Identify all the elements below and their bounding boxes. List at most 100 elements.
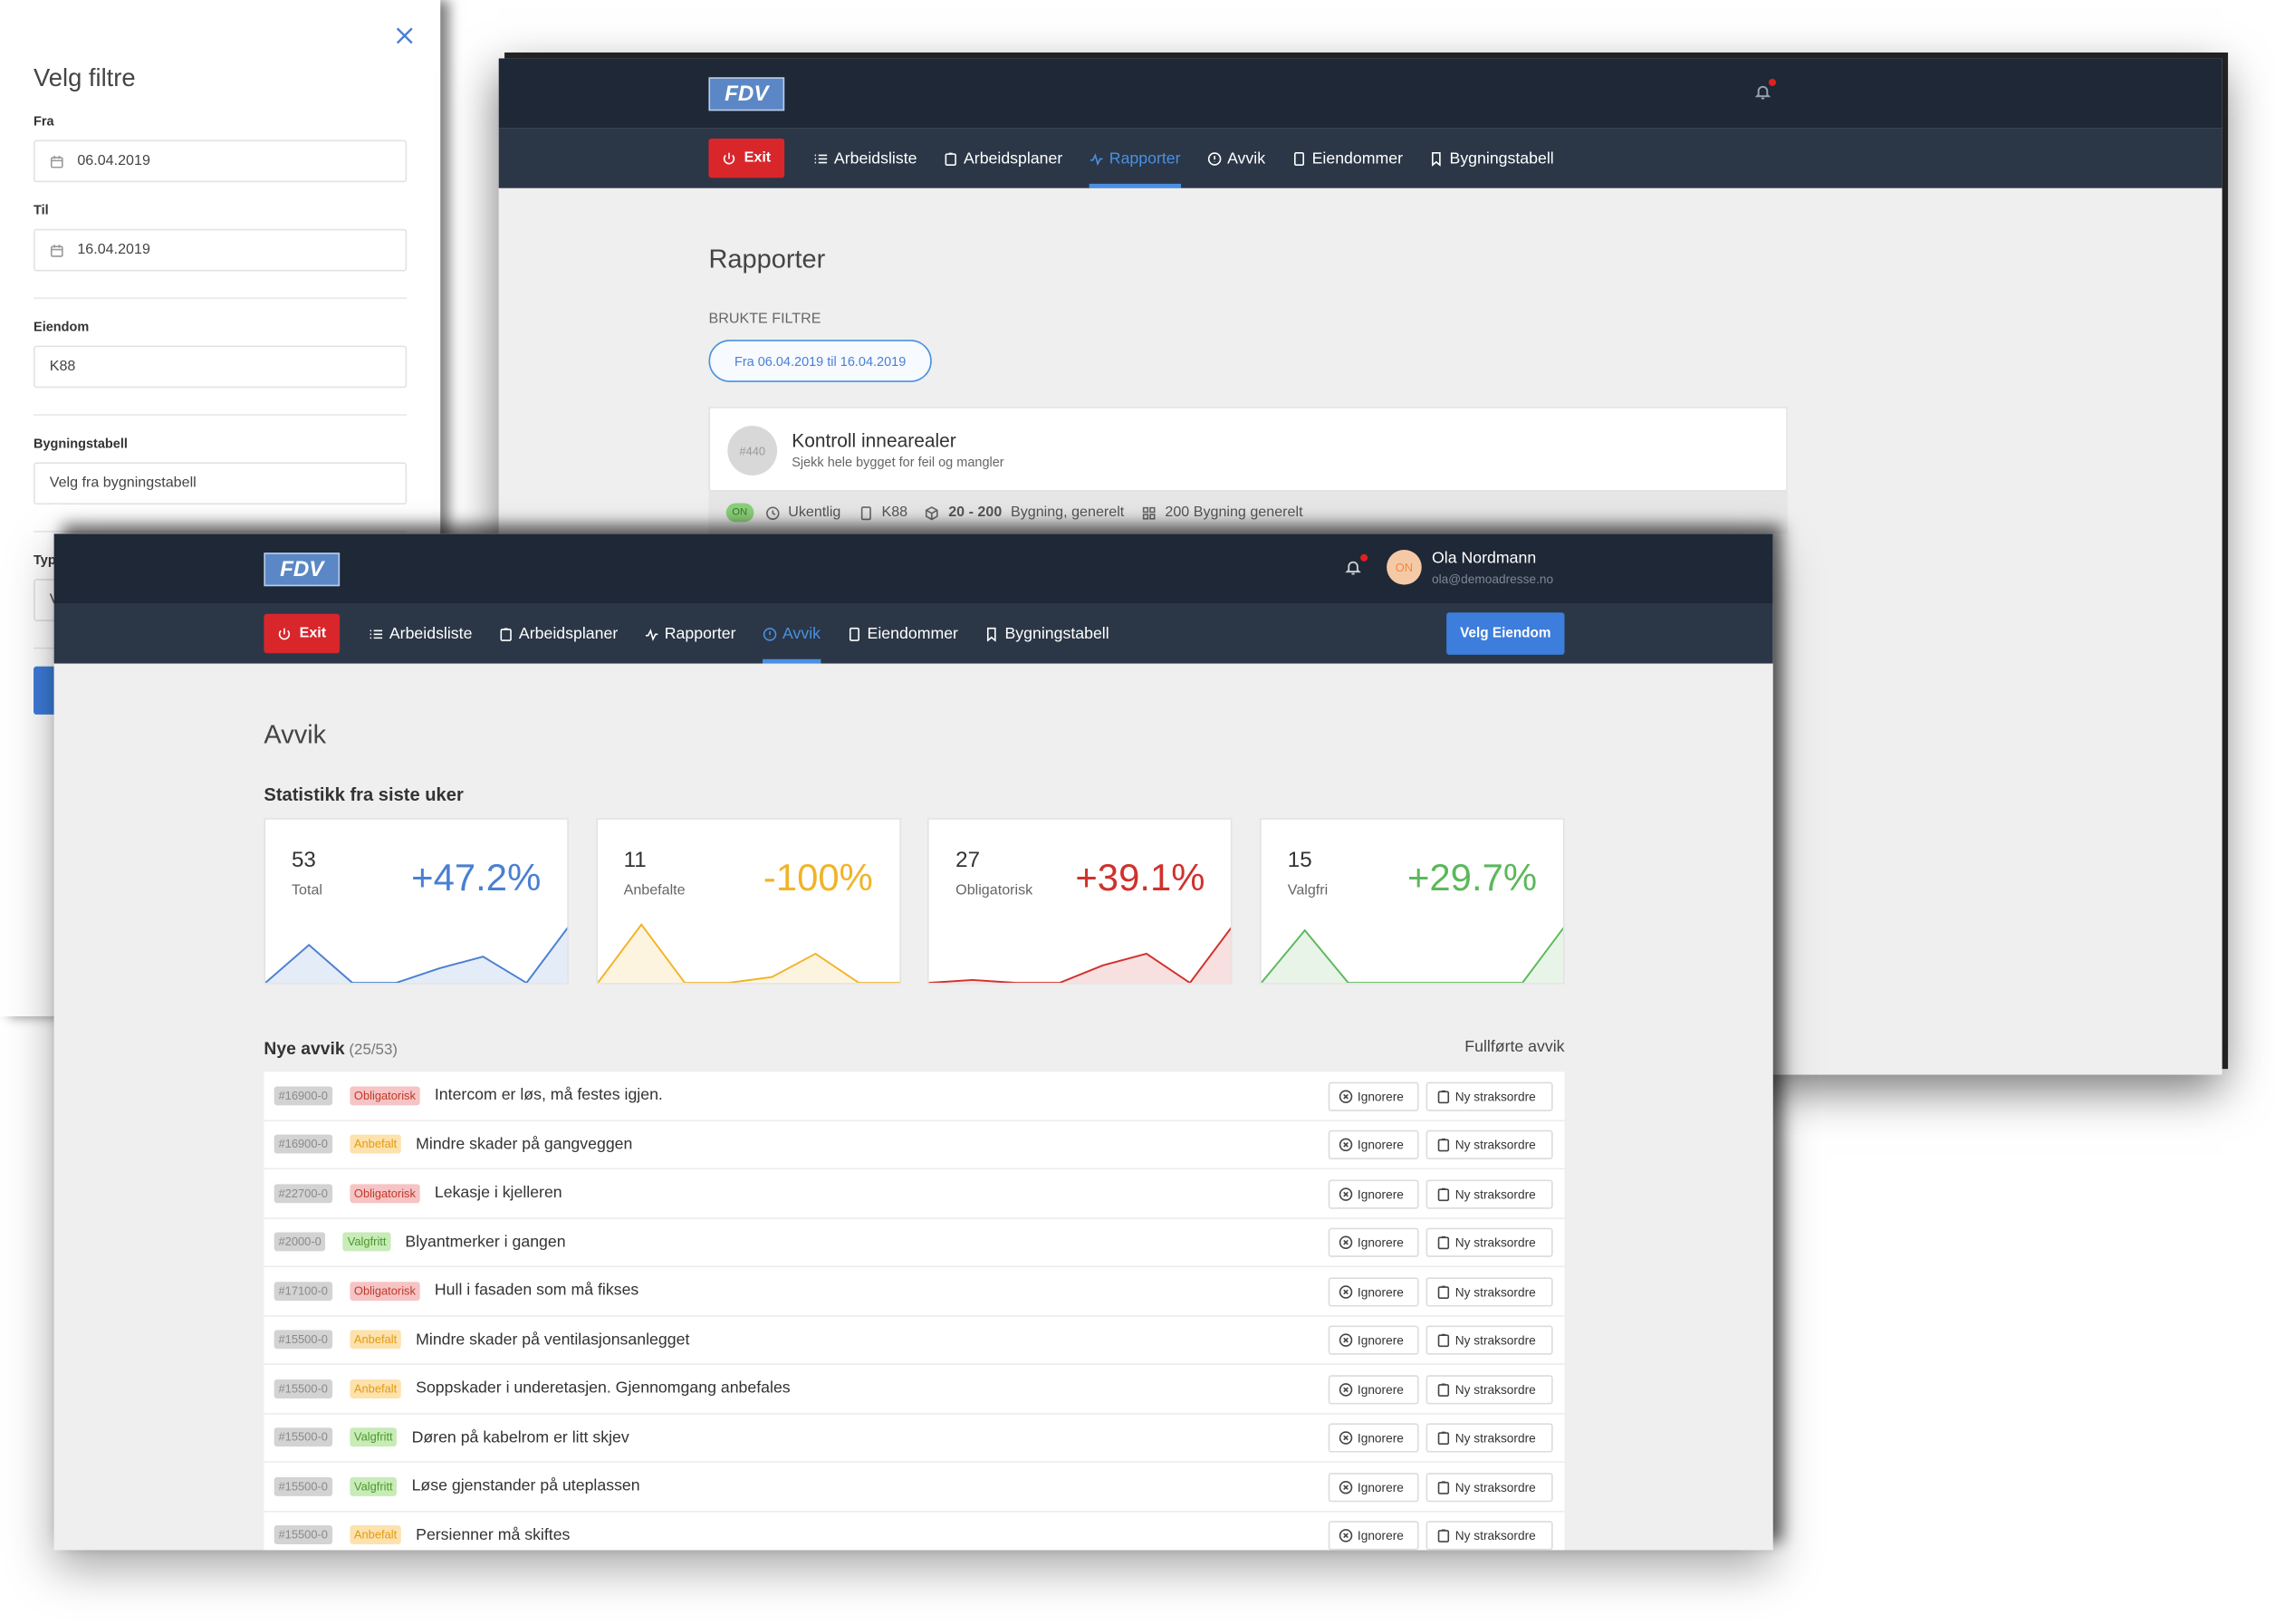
ignore-label: Ignorere: [1357, 1283, 1404, 1299]
bookmark-icon: [987, 627, 996, 641]
nav-item[interactable]: Arbeidsliste: [369, 604, 472, 664]
exit-label: Exit: [299, 625, 327, 642]
order-button[interactable]: Ny straksordre: [1425, 1374, 1553, 1404]
stats-title: Statistikk fra siste uker: [264, 784, 464, 805]
ignore-button[interactable]: Ignorere: [1328, 1227, 1419, 1257]
order-button[interactable]: Ny straksordre: [1425, 1081, 1553, 1111]
ignore-button[interactable]: Ignorere: [1328, 1325, 1419, 1355]
order-button[interactable]: Ny straksordre: [1425, 1276, 1553, 1306]
filter-chip[interactable]: Fra 06.04.2019 til 16.04.2019: [708, 340, 932, 382]
avatar-initials: ON: [1395, 561, 1414, 574]
circlex-icon: [1339, 1284, 1353, 1298]
nav-item[interactable]: Eiendommer: [1291, 129, 1403, 188]
nav: Exit Arbeidsliste Arbeidsplaner Rapporter Av…: [708, 129, 1554, 188]
field-input[interactable]: 16.04.2019: [34, 228, 408, 272]
list-title: Nye avvik: [264, 1038, 345, 1059]
sparkline-area: [265, 928, 568, 984]
order-button[interactable]: Ny straksordre: [1425, 1423, 1553, 1453]
ignore-button[interactable]: Ignorere: [1328, 1129, 1419, 1159]
nav-item[interactable]: Rapporter: [644, 604, 735, 664]
deviation-row: #15500-0 Valgfritt Døren på kabelrom er li…: [264, 1413, 1565, 1463]
ignore-button[interactable]: Ignorere: [1328, 1081, 1419, 1111]
order-label: Ny straksordre: [1454, 1430, 1536, 1446]
order-button[interactable]: Ny straksordre: [1425, 1129, 1553, 1159]
nav-label: Rapporter: [664, 624, 736, 643]
deviation-row: #15500-0 Anbefalt Mindre skader på ventila…: [264, 1316, 1565, 1365]
order-button[interactable]: Ny straksordre: [1425, 1227, 1553, 1257]
field-label: Fra: [34, 113, 54, 129]
pulse-icon: [645, 628, 658, 641]
stat-count: 15: [1287, 848, 1312, 873]
order-button[interactable]: Ny straksordre: [1425, 1178, 1553, 1208]
close-button[interactable]: [394, 24, 416, 53]
category-tag: Obligatorisk: [350, 1281, 420, 1301]
nav-item[interactable]: Arbeidsliste: [813, 129, 917, 188]
avatar[interactable]: ON: [1387, 549, 1422, 585]
property-button[interactable]: Velg Eiendom: [1446, 612, 1565, 655]
field-input[interactable]: 06.04.2019: [34, 139, 408, 183]
order-button[interactable]: Ny straksordre: [1425, 1472, 1553, 1502]
category-tag: Obligatorisk: [350, 1183, 420, 1203]
property: K88: [881, 504, 908, 521]
clip-icon: [1437, 1090, 1450, 1103]
page-title: Avvik: [264, 719, 327, 749]
field-input[interactable]: Velg fra bygningstabell: [34, 462, 408, 505]
circlex-icon: [1339, 1089, 1353, 1103]
ignore-button[interactable]: Ignorere: [1328, 1276, 1419, 1306]
bookmark-icon: [1432, 151, 1441, 166]
doc-icon: [849, 627, 859, 641]
nav-label: Arbeidsliste: [833, 149, 917, 168]
field-value: 06.04.2019: [77, 153, 150, 169]
stat-label: Anbefalte: [623, 882, 686, 899]
nav-item[interactable]: Avvik: [1207, 129, 1265, 188]
nav-item[interactable]: Arbeidsplaner: [943, 129, 1062, 188]
nav-item[interactable]: Eiendommer: [847, 604, 958, 664]
order-label: Ny straksordre: [1454, 1186, 1536, 1201]
code-tag: #16900-0: [274, 1134, 332, 1154]
deviation-row: #2000-0 Valgfritt Blyantmerker i gangen Ign…: [264, 1218, 1565, 1268]
logo: FDV: [708, 77, 785, 111]
completed-link[interactable]: Fullførte avvik: [1464, 1038, 1565, 1056]
deviation-text: Løse gjenstander på uteplassen: [411, 1477, 640, 1495]
nav-label: Arbeidsplaner: [518, 624, 619, 643]
order-label: Ny straksordre: [1454, 1235, 1536, 1250]
ignore-button[interactable]: Ignorere: [1328, 1178, 1419, 1208]
nav-item[interactable]: Avvik: [762, 604, 821, 664]
logo: FDV: [264, 553, 341, 587]
nav-item[interactable]: Arbeidsplaner: [498, 604, 618, 664]
clip-icon: [1437, 1431, 1450, 1445]
ignore-label: Ignorere: [1357, 1528, 1404, 1543]
nav-label: Bygningstabell: [1004, 624, 1109, 643]
field-label: Eiendom: [34, 319, 90, 334]
ignore-button[interactable]: Ignorere: [1328, 1472, 1419, 1502]
nav-item[interactable]: Bygningstabell: [1429, 129, 1554, 188]
category-tag: Obligatorisk: [350, 1086, 420, 1105]
divider: [34, 297, 408, 300]
deviation-text: Intercom er løs, må festes igjen.: [434, 1086, 663, 1105]
order-button[interactable]: Ny straksordre: [1425, 1521, 1553, 1551]
header-bar: FDV: [498, 58, 2222, 129]
filter-chip-label: Fra 06.04.2019 til 16.04.2019: [734, 353, 907, 369]
exit-label: Exit: [744, 149, 772, 167]
circlex-icon: [1339, 1431, 1353, 1445]
field-input[interactable]: K88: [34, 345, 408, 389]
nav-item[interactable]: Bygningstabell: [984, 604, 1109, 664]
deviation-text: Hull i fasaden som må fikses: [434, 1282, 639, 1300]
order-label: Ny straksordre: [1454, 1528, 1536, 1543]
ignore-button[interactable]: Ignorere: [1328, 1521, 1419, 1551]
ignore-button[interactable]: Ignorere: [1328, 1374, 1419, 1404]
stat-change: +39.1%: [1075, 855, 1205, 899]
stat-change: +47.2%: [411, 855, 542, 899]
exit-button[interactable]: Exit: [264, 613, 341, 654]
stat-card: 11 Anbefalte -100%: [595, 818, 901, 985]
task-id-label: #440: [739, 444, 766, 457]
ignore-label: Ignorere: [1357, 1381, 1404, 1397]
order-button[interactable]: Ny straksordre: [1425, 1325, 1553, 1355]
exit-button[interactable]: Exit: [708, 138, 785, 178]
ignore-button[interactable]: Ignorere: [1328, 1423, 1419, 1453]
code-tag: #15500-0: [274, 1330, 332, 1350]
nav-item[interactable]: Rapporter: [1089, 129, 1181, 188]
stat-card: 27 Obligatorisk +39.1%: [927, 818, 1233, 985]
circlex-icon: [1339, 1187, 1353, 1201]
